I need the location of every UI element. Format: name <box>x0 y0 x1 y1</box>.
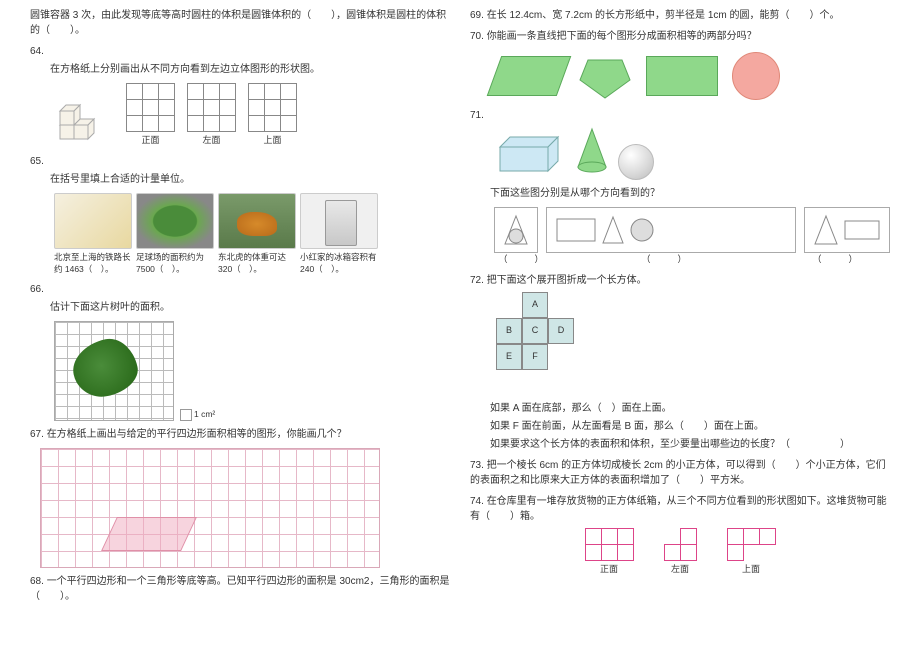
q72-net: A B C D E F <box>494 288 604 398</box>
q69-text: 在长 12.4cm、宽 7.2cm 的长方形纸中，剪半径是 1cm 的圆，能剪（… <box>487 10 840 21</box>
cell-f: F <box>522 344 548 370</box>
q72-line-1: 如果 F 面在前面，从左面看是 B 面，那么（ ）面在上面。 <box>490 419 890 434</box>
q74-top: 上面 <box>727 528 776 577</box>
solid-sphere <box>618 144 654 180</box>
view-2 <box>546 207 796 253</box>
q71-paren-2: （ ） <box>556 253 772 267</box>
photo-map <box>54 193 132 249</box>
leaf-grid <box>54 321 174 421</box>
right-column: 69. 在长 12.4cm、宽 7.2cm 的长方形纸中，剪半径是 1cm 的圆… <box>460 8 900 642</box>
photo-fridge <box>300 193 378 249</box>
q65-cap-0: 北京至上海的铁路长约 1463（ ）。 <box>54 251 132 277</box>
question-64: 64. 在方格纸上分别画出从不同方向看到左边立体图形的形状图。 <box>30 44 450 148</box>
q65-text: 在括号里填上合适的计量单位。 <box>50 172 450 187</box>
q64-lbl-top: 上面 <box>248 134 297 148</box>
photo-field <box>136 193 214 249</box>
q71-views-row <box>494 207 890 253</box>
unit-square <box>180 409 192 421</box>
q74-num: 74. <box>470 496 484 507</box>
q71-text: 下面这些图分别是从哪个方向看到的？ <box>490 186 890 201</box>
question-66: 66. 估计下面这片树叶的面积。 1 cm² <box>30 282 450 421</box>
q69-num: 69. <box>470 10 484 21</box>
q72-text: 把下面这个展开图折成一个长方体。 <box>487 275 647 286</box>
q64-lbl-left: 左面 <box>187 134 236 148</box>
q71-num: 71. <box>470 110 484 121</box>
pink-grid <box>40 448 380 568</box>
q70-text: 你能画一条直线把下面的每个图形分成面积相等的两部分吗？ <box>487 31 757 42</box>
q74-views: 正面 左面 上面 <box>470 528 890 577</box>
q67-figure <box>40 448 450 568</box>
q68-text: 一个平行四边形和一个三角形等底等高。已知平行四边形的面积是 30cm2，三角形的… <box>30 576 449 602</box>
q64-text: 在方格纸上分别画出从不同方向看到左边立体图形的形状图。 <box>50 62 450 77</box>
q74-lbl-2: 上面 <box>727 563 776 577</box>
q70-num: 70. <box>470 31 484 42</box>
cell-a: A <box>522 292 548 318</box>
intro-text: 圆锥容器 3 次，由此发现等底等高时圆柱的体积是圆锥体积的（ ），圆锥体积是圆柱… <box>30 10 446 36</box>
q65-cap-1: 足球场的面积约为 7500（ ）。 <box>136 251 214 277</box>
question-72: 72. 把下面这个展开图折成一个长方体。 A B C D E F 如果 A 面在… <box>470 273 890 452</box>
q73-num: 73. <box>470 460 484 471</box>
solid-cone <box>574 127 610 180</box>
q66-figure: 1 cm² <box>54 321 450 421</box>
question-74: 74. 在仓库里有一堆存放货物的正方体纸箱，从三个不同方位看到的形状图如下。这堆… <box>470 494 890 577</box>
given-parallelogram <box>101 517 197 551</box>
q72-num: 72. <box>470 275 484 286</box>
q65-num: 65. <box>30 156 44 167</box>
question-68: 68. 一个平行四边形和一个三角形等底等高。已知平行四边形的面积是 30cm2，… <box>30 574 450 604</box>
question-71: 71. 下面这些图分别是从哪个方向看到的？ <box>470 108 890 267</box>
cell-e: E <box>496 344 522 370</box>
q66-num: 66. <box>30 284 44 295</box>
intro-fragment: 圆锥容器 3 次，由此发现等底等高时圆柱的体积是圆锥体积的（ ），圆锥体积是圆柱… <box>30 8 450 38</box>
view-3 <box>804 207 890 253</box>
q74-text: 在仓库里有一堆存放货物的正方体纸箱，从三个不同方位看到的形状图如下。这堆货物可能… <box>470 496 887 522</box>
q74-lbl-1: 左面 <box>664 563 697 577</box>
shape-circle <box>732 52 780 100</box>
q72-line-0: 如果 A 面在底部，那么（ ）面在上面。 <box>490 401 890 416</box>
q64-lbl-front: 正面 <box>126 134 175 148</box>
photo-tiger <box>218 193 296 249</box>
shape-pentagon <box>578 52 632 100</box>
question-70: 70. 你能画一条直线把下面的每个图形分成面积相等的两部分吗？ <box>470 29 890 100</box>
view-1 <box>494 207 538 253</box>
leaf-shape <box>68 334 142 402</box>
q71-solids <box>494 127 890 180</box>
q67-num: 67. <box>30 429 44 440</box>
q65-figure: 北京至上海的铁路长约 1463（ ）。 足球场的面积约为 7500（ ）。 东北… <box>54 193 450 277</box>
q64-cubes <box>54 93 114 148</box>
cell-d: D <box>548 318 574 344</box>
question-69: 69. 在长 12.4cm、宽 7.2cm 的长方形纸中，剪半径是 1cm 的圆… <box>470 8 890 23</box>
q66-text: 估计下面这片树叶的面积。 <box>50 300 450 315</box>
q70-shapes <box>494 52 890 100</box>
solid-cuboid <box>494 133 566 180</box>
q71-paren-3: （ ） <box>780 253 890 267</box>
q67-text: 在方格纸上画出与给定的平行四边形面积相等的图形，你能画几个？ <box>47 429 347 440</box>
q66-unit: 1 cm² <box>194 408 215 421</box>
q64-figure: 正面 左面 上面 <box>54 83 450 148</box>
q74-front: 正面 <box>585 528 634 577</box>
q64-grid-top: 上面 <box>248 83 297 148</box>
q68-num: 68. <box>30 576 44 587</box>
q72-line-2: 如果要求这个长方体的表面积和体积，至少要量出哪些边的长度？（ ） <box>490 437 890 452</box>
question-73: 73. 把一个棱长 6cm 的正方体切成棱长 2cm 的小正方体，可以得到（ ）… <box>470 458 890 488</box>
q71-paren-1: （ ） <box>494 253 548 267</box>
q74-lbl-0: 正面 <box>585 563 634 577</box>
cell-c: C <box>522 318 548 344</box>
q64-grid-front: 正面 <box>126 83 175 148</box>
q65-cap-3: 小红家的冰箱容积有 240（ ）。 <box>300 251 378 277</box>
q74-left: 左面 <box>664 528 697 577</box>
q73-text: 把一个棱长 6cm 的正方体切成棱长 2cm 的小正方体，可以得到（ ）个小正方… <box>470 460 886 486</box>
q65-cap-2: 东北虎的体重可达 320（ ）。 <box>218 251 296 277</box>
shape-rectangle <box>646 56 718 96</box>
cell-b: B <box>496 318 522 344</box>
question-67: 67. 在方格纸上画出与给定的平行四边形面积相等的图形，你能画几个？ <box>30 427 450 568</box>
q64-grid-left: 左面 <box>187 83 236 148</box>
shape-parallelogram <box>487 56 572 96</box>
left-column: 圆锥容器 3 次，由此发现等底等高时圆柱的体积是圆锥体积的（ ），圆锥体积是圆柱… <box>20 8 460 642</box>
q64-num: 64. <box>30 46 44 57</box>
question-65: 65. 在括号里填上合适的计量单位。 北京至上海的铁路长约 1463（ ）。 足… <box>30 154 450 277</box>
